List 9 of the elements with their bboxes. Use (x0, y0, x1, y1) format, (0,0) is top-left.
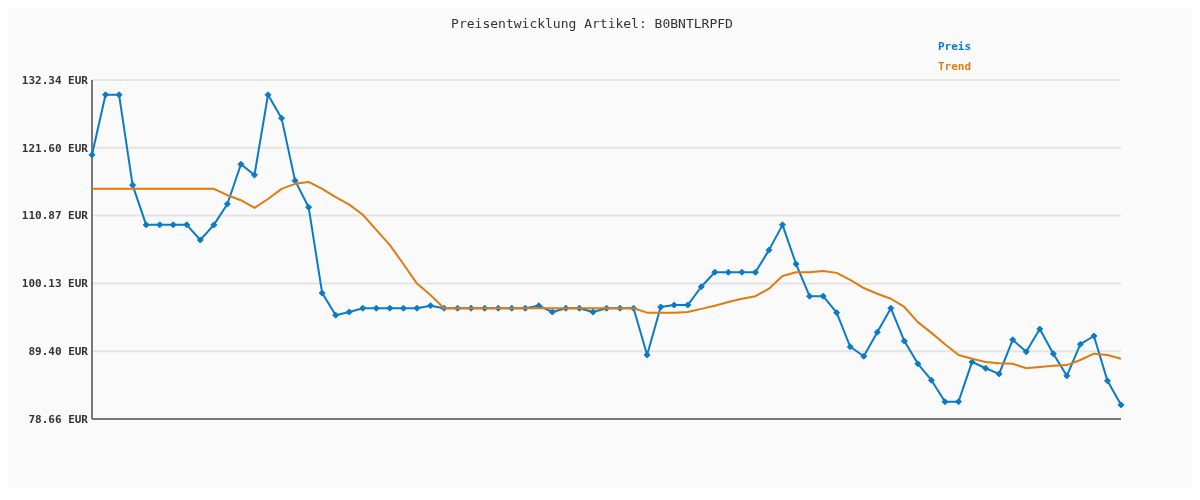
y-tick-label: 89.40 EUR (28, 345, 89, 359)
chart-title: Preisentwicklung Artikel: B0BNTLRPFD (451, 16, 734, 31)
text: Trend (938, 60, 972, 73)
y-tick-label: 121.60 EUR (21, 141, 89, 155)
y-tick-label: 110.87 EUR (21, 209, 89, 223)
y-tick-label: 132.34 EUR (21, 73, 89, 87)
y-tick-label: 100.13 EUR (21, 277, 89, 291)
text: Preis (938, 40, 972, 53)
y-tick-label: 78.66 EUR (28, 412, 89, 426)
